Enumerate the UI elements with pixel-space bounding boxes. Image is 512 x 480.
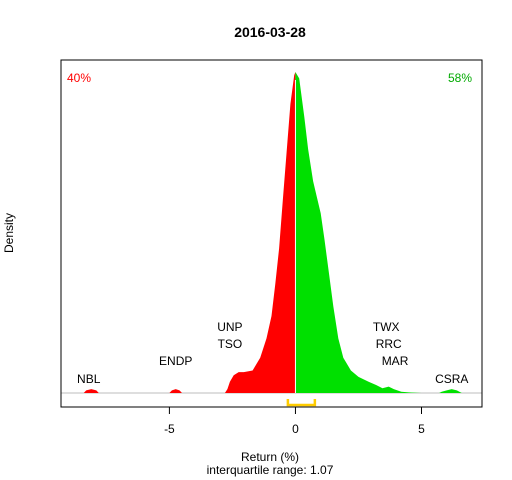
plot-area: -5 0 5 NBL ENDP TSO UNP MAR RRC TWX CSRA [60, 59, 483, 436]
plot-frame [60, 59, 483, 408]
y-axis-label: Density [2, 213, 16, 253]
positive-density-area [295, 72, 462, 393]
ticker-label: TWX [373, 320, 400, 334]
negative-share-label: 40% [67, 71, 91, 85]
ticker-label: NBL [77, 372, 101, 386]
iqr-bracket [286, 399, 317, 407]
ticker-label: UNP [217, 320, 242, 334]
x-tick-label: 0 [292, 422, 299, 436]
ticker-label: CSRA [435, 372, 468, 386]
ticker-label: RRC [376, 337, 402, 351]
positive-share-label: 58% [448, 71, 472, 85]
x-axis-label: Return (%) [241, 450, 299, 464]
chart-title: 2016-03-28 [234, 24, 306, 40]
x-tick-label: 5 [418, 422, 425, 436]
negative-density-area [83, 72, 296, 393]
iqr-subtitle: interquartile range: 1.07 [207, 463, 334, 477]
ticker-label: ENDP [159, 354, 192, 368]
ticker-label: TSO [218, 337, 243, 351]
ticker-label: MAR [382, 354, 409, 368]
x-tick-label: -5 [164, 422, 175, 436]
